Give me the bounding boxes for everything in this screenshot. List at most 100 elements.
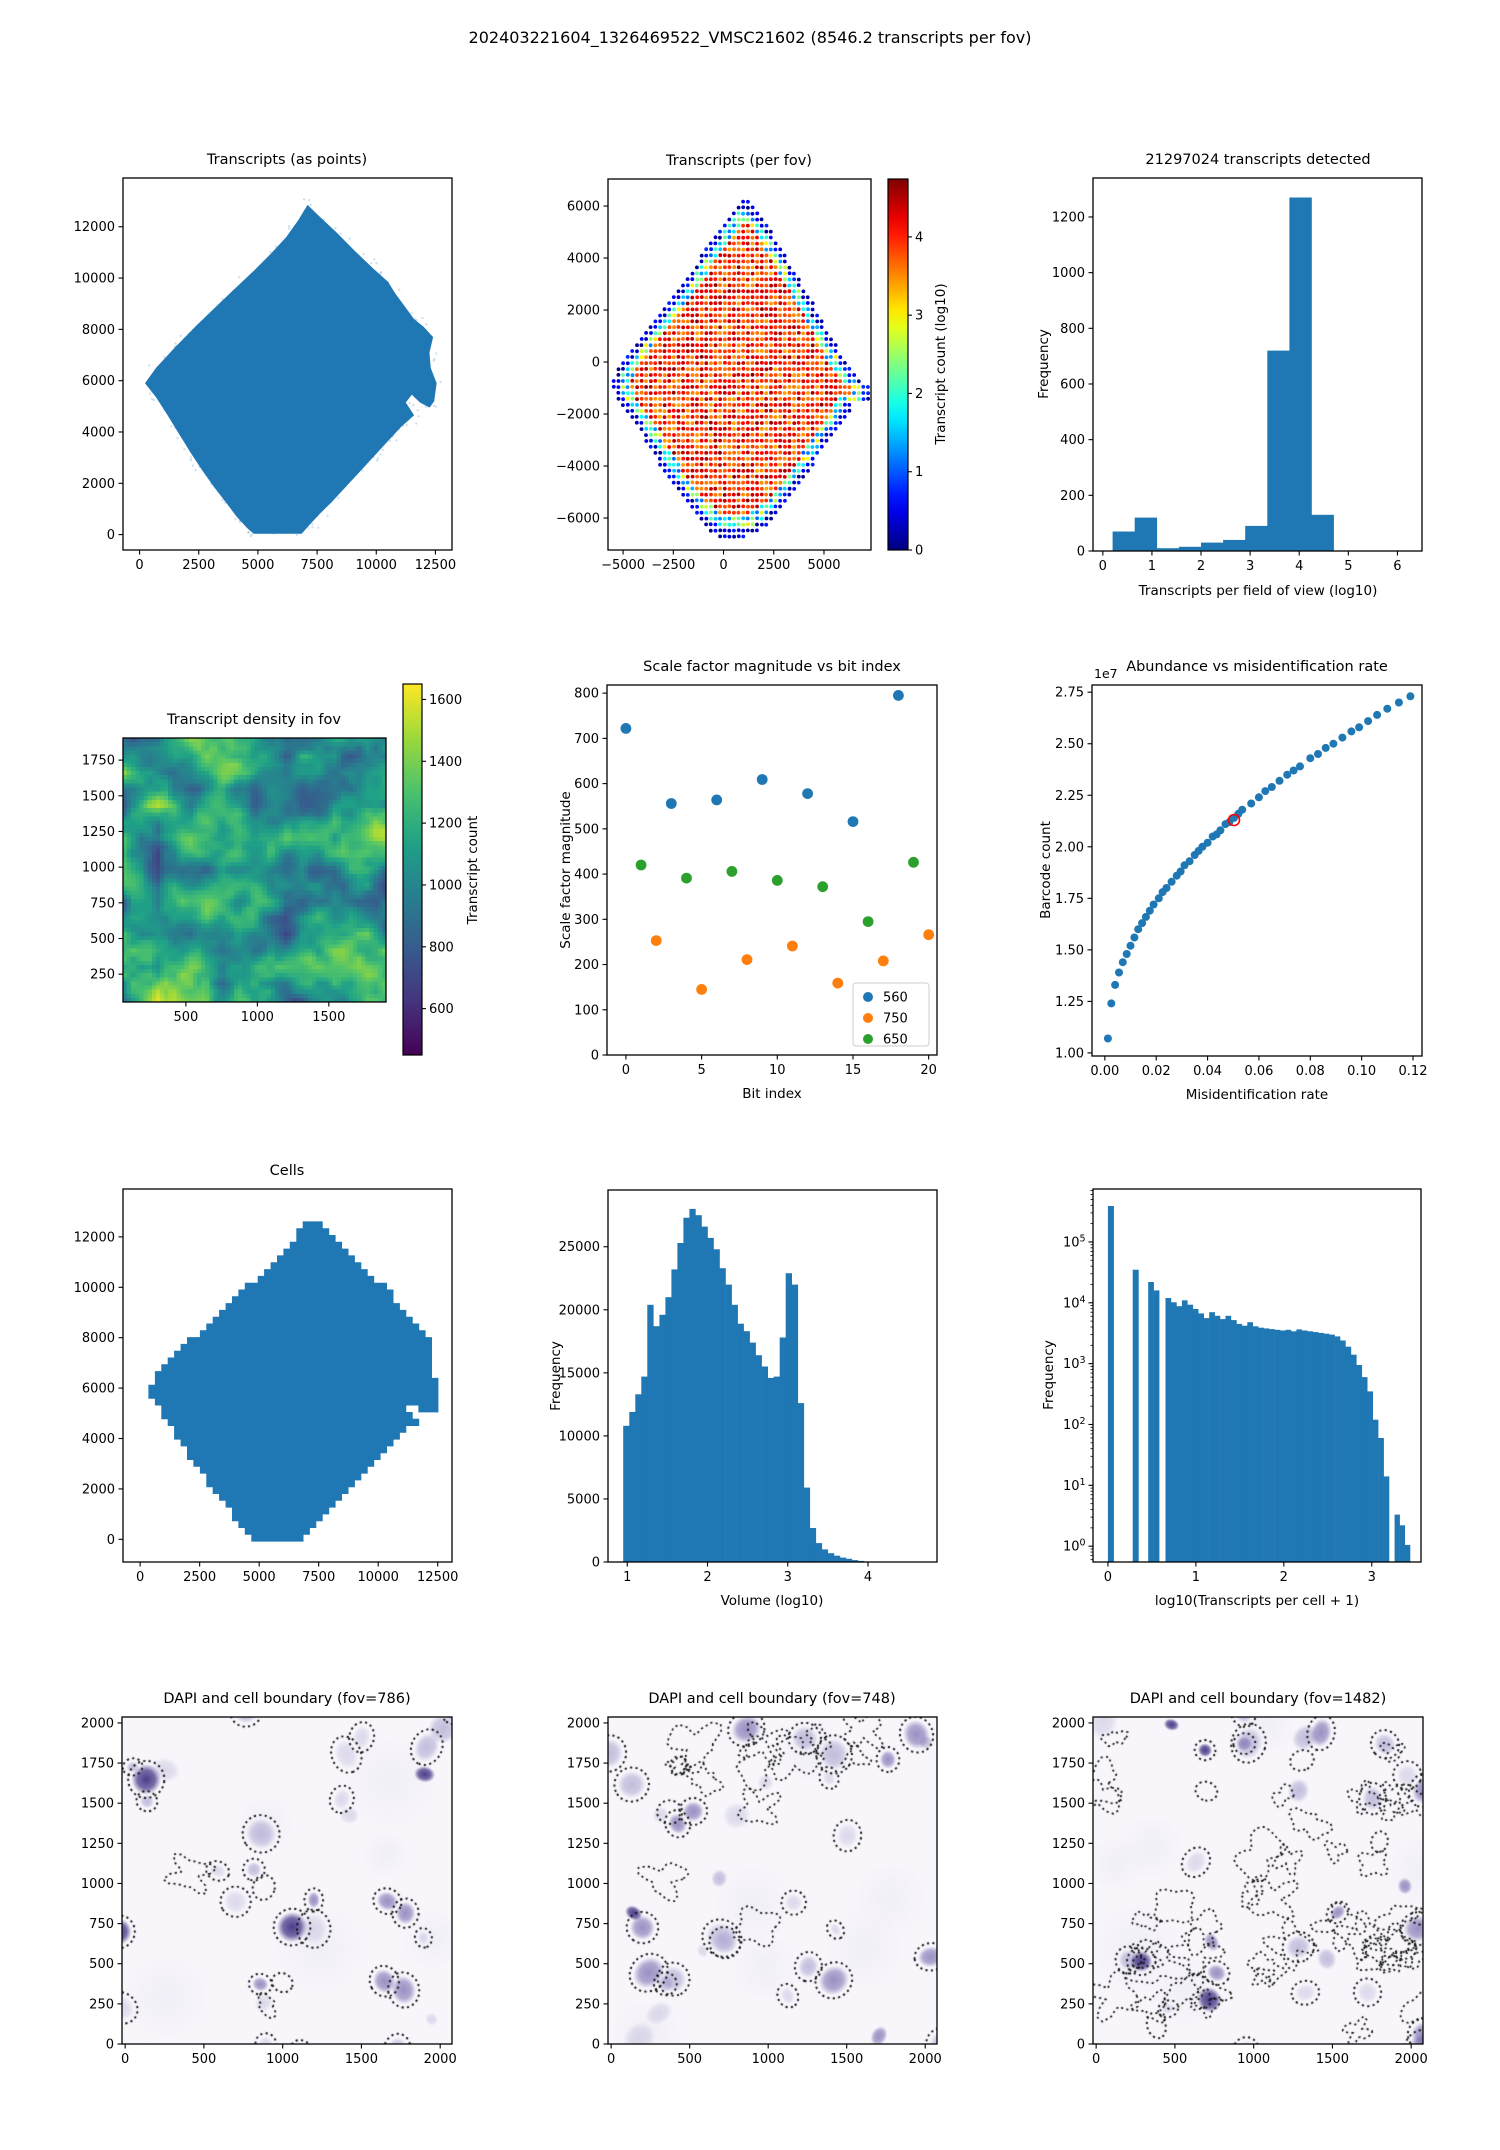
bar	[1156, 548, 1180, 551]
y-tick-label: 2000	[1052, 1716, 1085, 1731]
bar	[1269, 1329, 1275, 1562]
y-tick-label: −4000	[556, 460, 600, 475]
colorbar-tick-label: 1600	[429, 693, 462, 708]
data-point	[756, 774, 768, 785]
y-tick-label: 6000	[567, 200, 600, 215]
bar	[1301, 1330, 1308, 1562]
y-tick-label: 4000	[567, 252, 600, 267]
y-tick-label: 0	[1077, 2038, 1085, 2053]
bar	[1285, 1329, 1292, 1562]
x-tick-label: 2500	[182, 558, 215, 573]
x-tick-label: 7500	[301, 558, 334, 573]
cells-shape	[148, 1221, 439, 1542]
data-point	[1373, 710, 1382, 719]
data-point	[1383, 704, 1392, 713]
data-point	[1238, 805, 1247, 814]
x-tick-label: 7500	[302, 1570, 335, 1585]
data-point	[696, 984, 707, 995]
x-tick-label: 1500	[830, 2052, 863, 2067]
bar	[1399, 1525, 1405, 1562]
plot-abundance-misid: 0.00 0.02 0.04 0.06 0.08 0.10 0.12 1.00 1.25 1.50…	[1055, 684, 1427, 1079]
x-tick-label: 0.08	[1296, 1064, 1325, 1079]
colorbar	[888, 179, 908, 550]
data-point	[1247, 799, 1256, 808]
bar	[1225, 1315, 1232, 1562]
x-tick-label: 2500	[183, 1570, 216, 1585]
y-tick-label: 100	[574, 1003, 599, 1018]
bar	[1178, 546, 1202, 551]
y-tick-label: 800	[1060, 322, 1085, 337]
x-tick-label: 4	[864, 1570, 872, 1585]
bar	[1383, 1476, 1390, 1562]
bar	[1252, 1326, 1259, 1562]
x-tick-label: 12500	[415, 558, 456, 573]
bar	[659, 1314, 666, 1562]
y-tick-label: 100	[1063, 1538, 1086, 1555]
y-tick-label: 1250	[1052, 1837, 1085, 1852]
bar	[1132, 1269, 1139, 1562]
data-point	[1329, 739, 1338, 748]
legend: 560 750 650	[852, 982, 930, 1048]
y-tick-label: 10000	[74, 272, 115, 287]
bar	[803, 1487, 811, 1562]
y-tick-label: 500	[575, 1957, 600, 1972]
y-tick-label: 10000	[559, 1429, 600, 1444]
x-tick-label: 10000	[356, 558, 397, 573]
data-point	[817, 881, 829, 893]
x-tick-label: 2	[1280, 1570, 1288, 1585]
x-tick-label: 10000	[358, 1570, 399, 1585]
tissue-shape	[145, 204, 437, 534]
y-tick-label: 103	[1063, 1355, 1086, 1372]
bar	[1203, 1318, 1210, 1562]
data-point	[1347, 727, 1356, 736]
y-tick-label: 500	[574, 822, 599, 837]
y-tick-label: 1000	[1052, 266, 1085, 281]
data-point	[1338, 733, 1347, 742]
bar	[1187, 1304, 1194, 1562]
colorbar-tick-label: 600	[429, 1002, 454, 1017]
dapi-image-fov748	[608, 1717, 937, 2044]
x-tick-label: 1	[1148, 559, 1156, 574]
x-tick-label: −5000	[601, 558, 645, 573]
bar	[1296, 1329, 1303, 1562]
y-tick-label: 400	[1060, 433, 1085, 448]
bar	[1289, 197, 1312, 551]
data-point	[1130, 933, 1139, 942]
bar	[677, 1243, 684, 1562]
data-point	[1203, 838, 1212, 847]
axes-frame	[607, 1189, 938, 1563]
y-tick-label: 1000	[1052, 1877, 1085, 1892]
bar	[731, 1304, 738, 1562]
bar	[1345, 1346, 1352, 1562]
colorbar-tick-label: 1000	[429, 878, 462, 893]
bar	[785, 1273, 792, 1562]
bar	[1112, 531, 1135, 551]
x-tick-label: 3	[1246, 559, 1254, 574]
y-tick-label: 1200	[1052, 210, 1085, 225]
data-point	[1103, 1034, 1112, 1043]
bar	[1247, 1322, 1253, 1562]
data-point	[1321, 743, 1330, 752]
bar	[1340, 1340, 1346, 1562]
y-tick-label: 0	[592, 1556, 600, 1571]
y-tick-label: 1750	[567, 1757, 600, 1772]
bar	[1220, 1319, 1226, 1562]
bar	[701, 1226, 708, 1562]
x-tick-label: 0.04	[1193, 1064, 1222, 1079]
x-tick-label: 4	[1295, 559, 1303, 574]
plot-transcripts-detected: 0 1 2 3 4 5 6 0 200 400 600 800 1000 1200	[1052, 177, 1423, 574]
plot-cell-volume: 1 2 3 4 0 5000 10000 15000 20000 25000	[559, 1189, 938, 1585]
bar	[1176, 1306, 1183, 1562]
bar	[1367, 1391, 1373, 1562]
y-tick-label: 750	[89, 1917, 114, 1932]
y-tick-label: 4000	[82, 1432, 115, 1447]
bar	[1134, 517, 1158, 551]
data-point	[620, 723, 632, 734]
colorbar	[403, 684, 422, 1055]
bar	[713, 1249, 720, 1562]
bar	[851, 1560, 859, 1562]
bar	[749, 1342, 756, 1562]
x-tick-label: 0.10	[1347, 1064, 1376, 1079]
bar	[773, 1376, 780, 1562]
